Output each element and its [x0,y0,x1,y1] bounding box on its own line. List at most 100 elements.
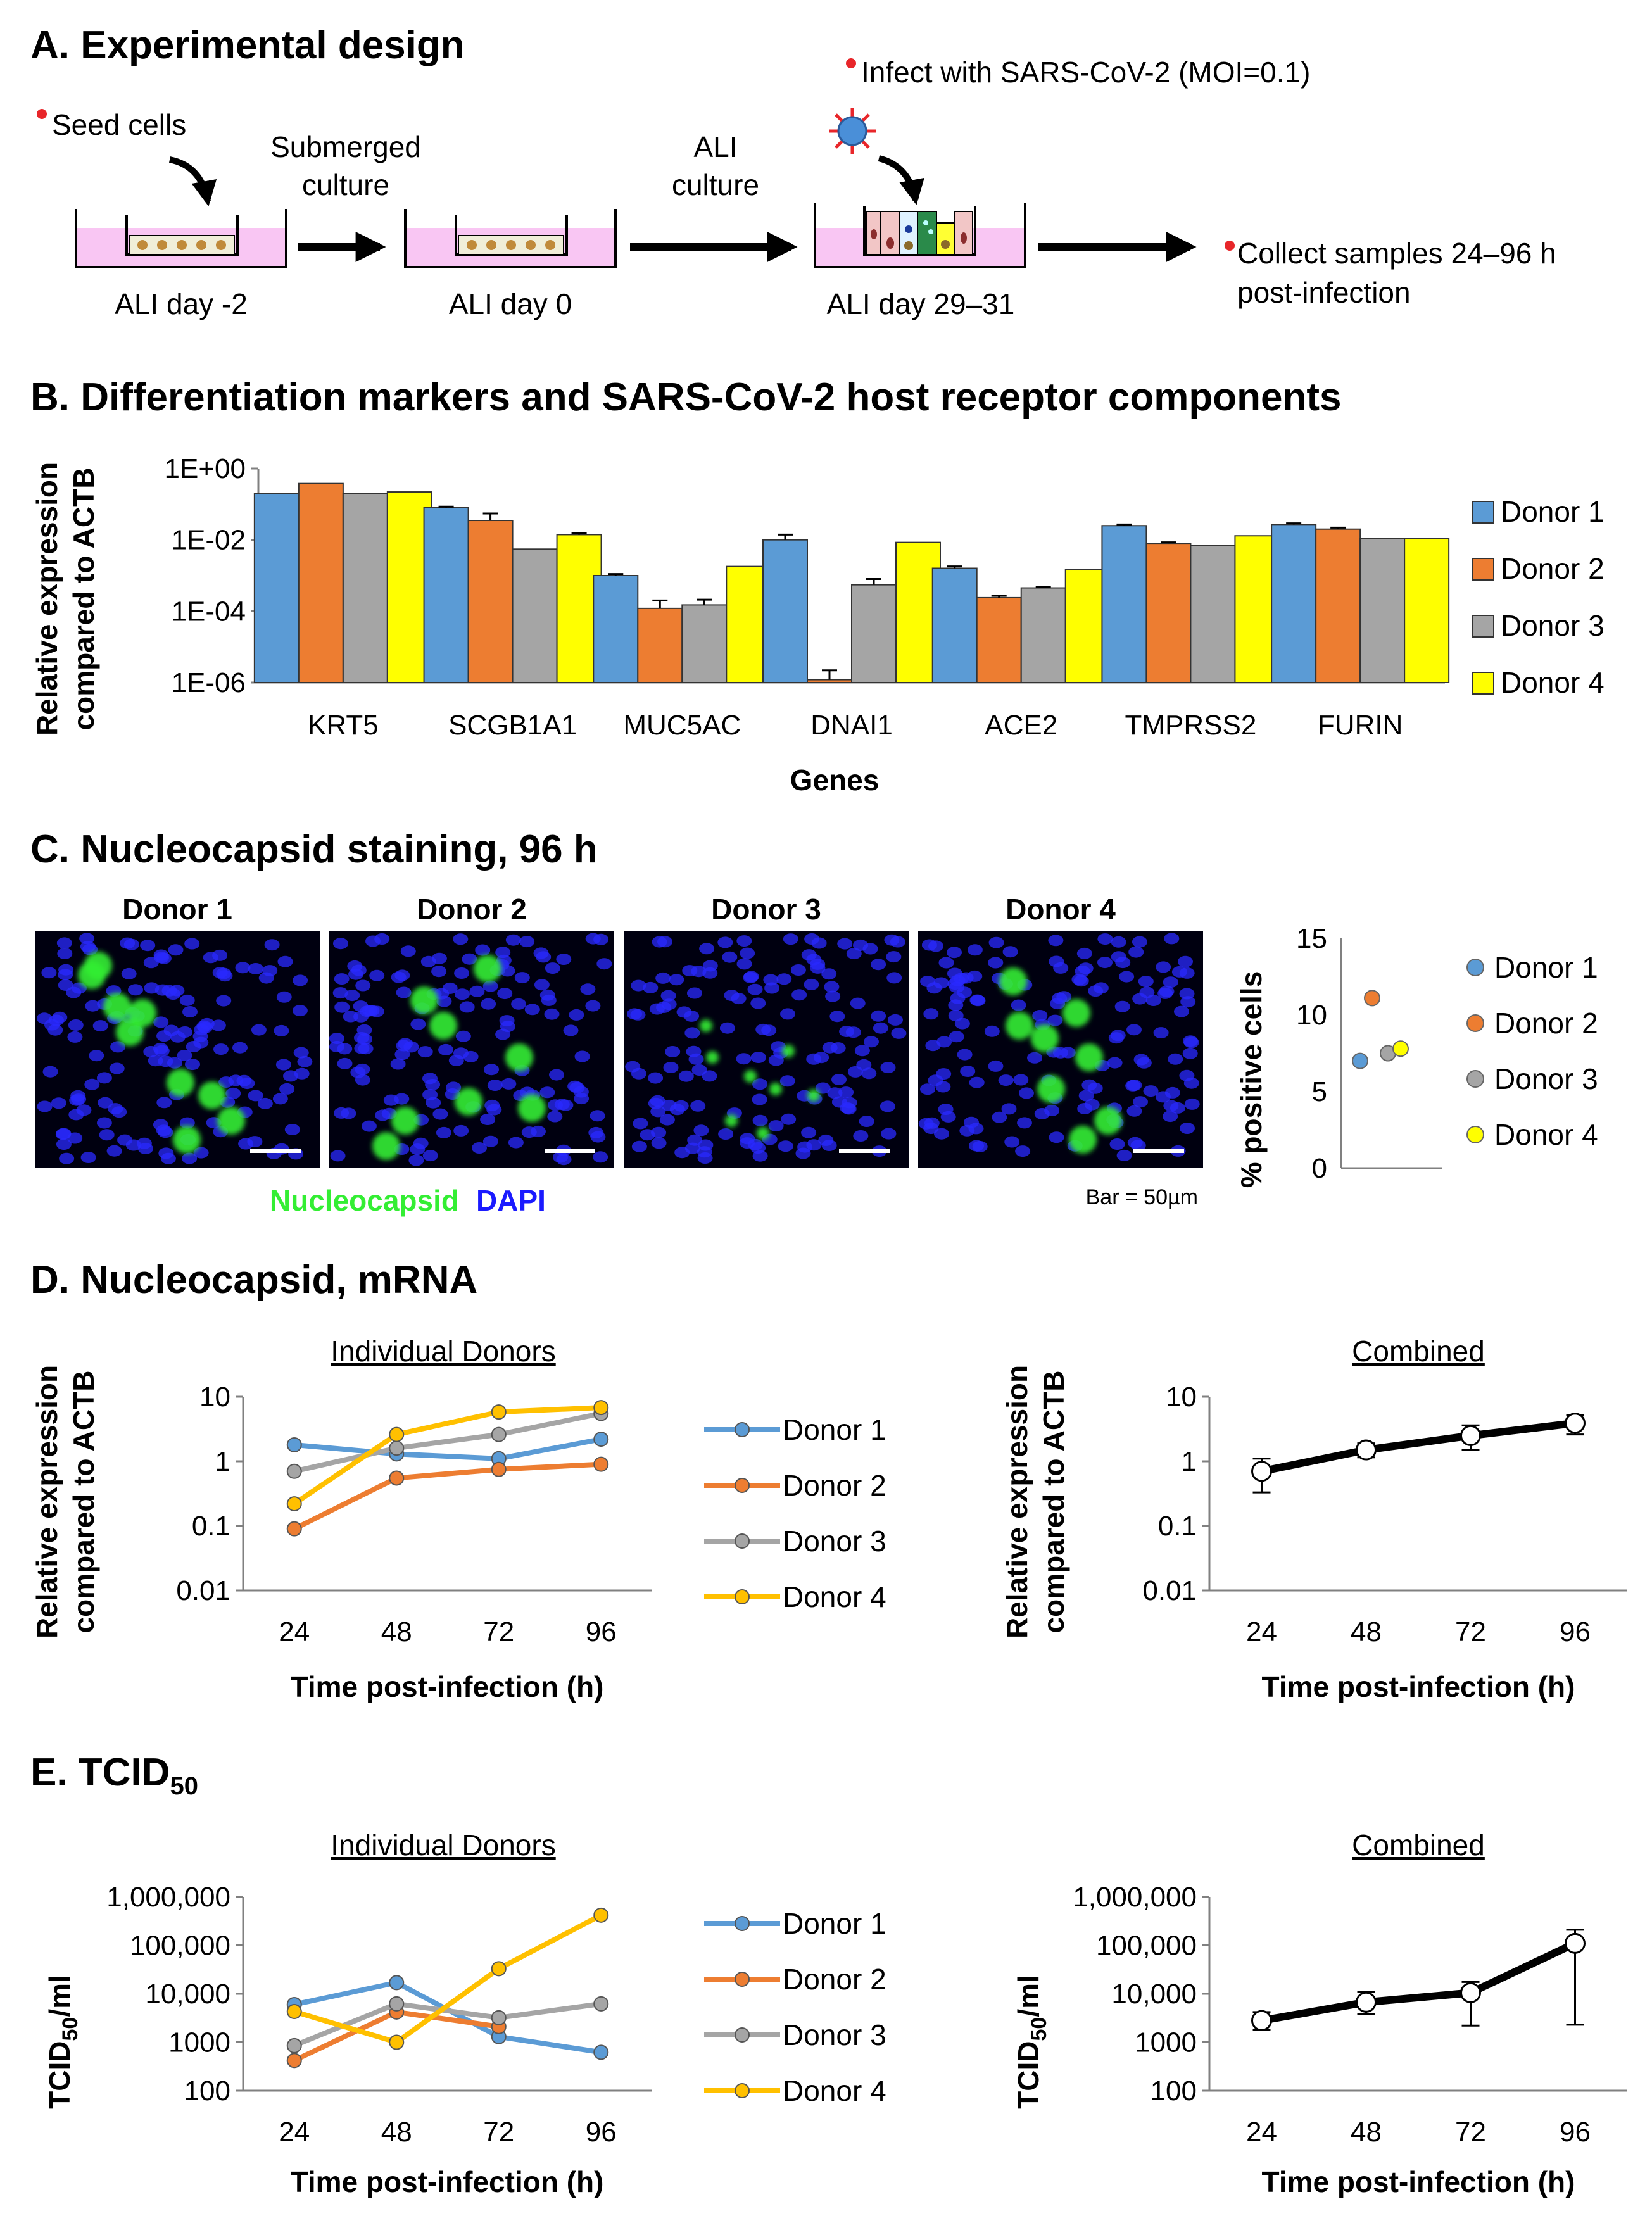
panel-e-left-ytick-label: 1000 [168,2027,230,2058]
dapi-nucleus [1075,966,1090,977]
dapi-nucleus [410,1018,426,1030]
panel-d-right-ytick-label: 0.1 [1158,1511,1197,1542]
dapi-nucleus [783,933,798,945]
nucleocapsid-spot [725,1114,738,1127]
dapi-nucleus [143,1046,159,1057]
dapi-nucleus [193,1147,209,1159]
panel-d-left-point [491,1426,507,1442]
bar-tmprss2-donor3 [1190,545,1236,684]
dapi-nucleus [394,1049,410,1061]
panel-d-sub-left: Individual Donors [331,1335,555,1368]
legend-label-donor3: Donor 3 [1501,609,1605,642]
gene-label-ace2: ACE2 [985,710,1057,741]
dapi-nucleus [361,1120,377,1132]
dapi-nucleus [341,1107,356,1119]
legend-swatch-donor2 [1472,558,1494,581]
panel-d: D. Nucleocapsid, mRNA Individual Donors … [30,1258,1627,1703]
dapi-nucleus [274,1024,289,1036]
dapi-nucleus [500,965,515,977]
panel-b-ylabel-2: compared to ACTB [67,468,100,731]
dapi-nucleus [121,967,137,979]
dapi-nucleus [660,990,676,1002]
legend-swatch-donor4 [1472,672,1494,695]
dapi-nucleus [448,1054,464,1066]
dapi-nucleus [251,1024,267,1036]
dapi-nucleus [837,938,853,950]
dapi-nucleus [1110,1030,1126,1042]
dapi-nuclei-donor4 [918,933,1200,1161]
panel-d-right-ylabel-1: Relative expression [1000,1365,1033,1639]
dapi-nucleus [1001,1103,1017,1115]
dapi-nucleus [590,1110,605,1122]
legend-swatch-donor1 [1472,501,1494,524]
infect-arrow-icon [878,155,924,205]
panel-d-left-line-donor3 [293,1411,602,1474]
panel-d-left-point [593,1456,609,1472]
panel-d-title: D. Nucleocapsid, mRNA [30,1258,477,1302]
dapi-nucleus [691,1064,707,1076]
nucleocapsid-spot [84,952,112,979]
dapi-nucleus [556,954,572,965]
dapi-nucleus [408,1154,424,1166]
panel-e-left-xtick-label: 24 [279,2117,310,2148]
dapi-nucleus [686,987,702,999]
dapi-nucleus [678,1070,694,1082]
red-dot-infect [846,58,856,68]
panel-d-sub-right: Combined [1352,1335,1485,1368]
dapi-nucleus [967,970,983,982]
dapi-nucleus [508,1137,524,1149]
submerged-label-1: Submerged [270,130,421,163]
panel-d-left-point [286,1496,302,1512]
dapi-nucleus [140,940,156,952]
dapi-nucleus [1049,1131,1064,1143]
dapi-nucleus [99,1129,115,1141]
dapi-nucleus [1093,982,1109,994]
panel-c-ytick-label: 10 [1296,1000,1327,1031]
dapi-nucleus [185,1059,200,1071]
dapi-nucleus [804,978,819,990]
percent-positive-point-donor2 [1364,990,1380,1007]
dapi-nucleus [1084,1099,1100,1111]
panel-e-right-ytick-label: 1000 [1135,2027,1197,2058]
dapi-nucleus [651,1126,667,1138]
infect-label: Infect with SARS-CoV-2 (MOI=0.1) [861,56,1310,89]
panel-e-right-ytick-label: 1,000,000 [1073,1882,1197,1913]
dapi-nucleus [652,936,667,948]
nucleocapsid-spot [1037,1075,1065,1103]
dapi-nucleus [1047,1014,1063,1026]
dapi-nucleus [969,1140,985,1152]
panel-e-left-xtick-label: 72 [483,2117,514,2148]
panel-d-right-point [1460,1425,1481,1446]
scale-bar-label: Bar = 50µm [1086,1185,1198,1209]
dapi-nucleus [967,944,983,956]
dapi-nucleus [871,1010,886,1022]
dapi-nucleus [1153,1027,1169,1039]
dapi-nucleus [501,1078,517,1090]
dapi-nuclei-donor3 [625,933,907,1164]
panel-d-left-line-donor2 [293,1461,602,1532]
dapi-nucleus [918,1118,934,1130]
dapi-nucleus [853,939,868,951]
panel-c-points [1352,990,1409,1069]
dapi-nucleus [511,998,527,1010]
dapi-nucleus [845,1026,861,1038]
dapi-nucleus [68,1109,84,1121]
dapi-nuclei-donor2 [329,933,612,1166]
dapi-nucleus [669,974,684,986]
dapi-nucleus [1049,955,1064,967]
dapi-nucleus [655,972,671,984]
legend-marker-donor4 [735,2083,750,2098]
dapi-nucleus [684,1027,700,1039]
dapi-nucleus [337,1057,353,1069]
bar-krt5-donor2 [298,482,344,683]
panel-d-left-ytick-label: 0.1 [192,1511,230,1542]
panel-e-left-point [286,2037,302,2053]
dapi-nucleus [686,1045,702,1057]
dapi-nucleus [365,935,381,947]
dapi-nucleus [1133,1096,1148,1108]
submerged-label-2: culture [302,168,389,201]
panel-e-right-ytick-label: 100 [1151,2075,1197,2106]
dapi-nucleus [68,1019,84,1031]
dapi-nucleus [627,1008,642,1020]
panel-d-left-ylabel-2: compared to ACTB [67,1371,100,1634]
